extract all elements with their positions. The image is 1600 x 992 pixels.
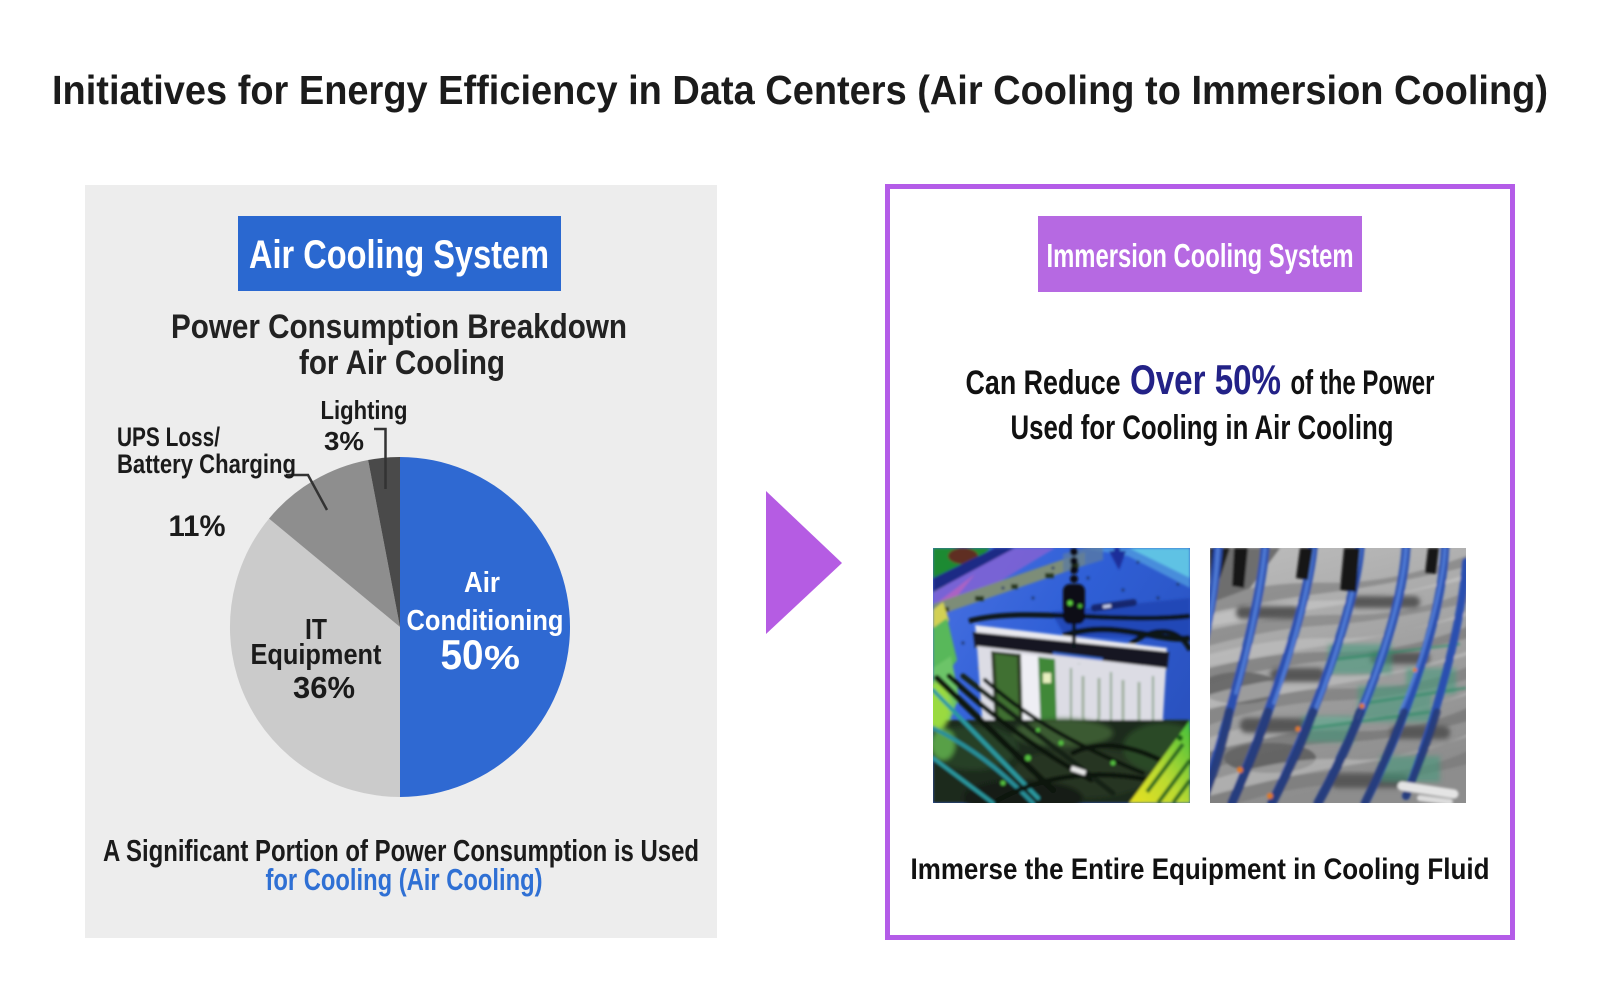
svg-text:Immerse the Entire Equipment i: Immerse the Entire Equipment in Cooling … — [911, 853, 1490, 886]
svg-text:Lighting: Lighting — [321, 395, 408, 425]
svg-text:Can Reduce Over 50% of the Pow: Can Reduce Over 50% of the Power — [966, 356, 1435, 403]
svg-text:Power Consumption Breakdown: Power Consumption Breakdown — [171, 308, 627, 346]
svg-text:Equipment: Equipment — [251, 639, 382, 671]
svg-text:Immersion Cooling System: Immersion Cooling System — [1047, 237, 1354, 274]
svg-text:%: % — [484, 639, 520, 676]
svg-text:Initiatives for Energy Efficie: Initiatives for Energy Efficiency in Dat… — [52, 67, 1548, 113]
svg-text:A Significant Portion of Power: A Significant Portion of Power Consumpti… — [103, 833, 699, 868]
svg-text:IT: IT — [305, 614, 327, 646]
svg-text:for Cooling (Air Cooling): for Cooling (Air Cooling) — [266, 862, 543, 897]
svg-text:Conditioning: Conditioning — [407, 605, 564, 637]
svg-text:for Air Cooling: for Air Cooling — [299, 344, 505, 382]
svg-text:50: 50 — [441, 631, 484, 678]
svg-text:UPS Loss/: UPS Loss/ — [117, 422, 220, 452]
svg-text:11%: 11% — [169, 510, 226, 543]
svg-text:Used for Cooling in Air Coolin: Used for Cooling in Air Cooling — [1011, 409, 1394, 447]
svg-text:Air Cooling System: Air Cooling System — [249, 233, 549, 277]
svg-text:Air: Air — [464, 567, 500, 599]
svg-text:Battery Charging: Battery Charging — [117, 449, 296, 479]
svg-text:36%: 36% — [293, 670, 355, 705]
svg-text:3%: 3% — [324, 426, 364, 456]
